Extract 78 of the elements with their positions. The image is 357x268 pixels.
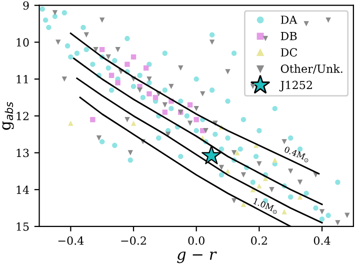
y-tick-label: 10: [16, 38, 29, 47]
point: [288, 168, 294, 174]
point: [128, 150, 133, 156]
y-tick-label: 15: [16, 222, 29, 231]
point: [115, 46, 120, 52]
point: [203, 128, 208, 134]
point: [90, 116, 96, 122]
point: [218, 164, 224, 170]
point: [62, 76, 67, 82]
point: [194, 116, 199, 122]
point: [344, 212, 350, 218]
point: [240, 172, 246, 178]
y-tick-label: 11: [16, 75, 28, 84]
point: [162, 102, 168, 108]
point: [130, 54, 136, 60]
point: [68, 120, 74, 126]
point: [269, 187, 274, 192]
point: [130, 120, 136, 126]
point: [100, 18, 105, 23]
point: [231, 150, 237, 156]
y-tick-label: 9: [23, 1, 29, 10]
point: [234, 150, 240, 156]
point: [187, 120, 193, 126]
y-tick-label: 12: [16, 112, 28, 120]
legend-label: DC: [280, 48, 298, 57]
point: [178, 65, 184, 71]
point: [231, 198, 237, 204]
y-tick-label: 14: [16, 186, 29, 194]
point: [56, 40, 61, 45]
point: [162, 110, 168, 115]
x-tick-label: 0.2: [251, 236, 267, 245]
x-tick-label: −0.2: [121, 236, 146, 245]
point: [52, 10, 58, 16]
point: [240, 202, 246, 207]
point: [200, 91, 206, 96]
point: [187, 102, 193, 108]
point: [319, 209, 325, 214]
legend-label: DB: [280, 32, 297, 40]
point: [282, 209, 287, 214]
point: [168, 84, 174, 90]
x-tick-label: 0.4: [314, 236, 330, 245]
point: [106, 54, 111, 60]
legend-label: Other/Unk.: [280, 64, 342, 74]
y-tick-label: 13: [16, 148, 29, 158]
point: [143, 65, 149, 71]
point: [146, 91, 152, 96]
annotation: 1.0M$_{⊙}$: [252, 198, 279, 214]
x-axis-title: g − r: [177, 252, 217, 264]
point: [96, 135, 102, 141]
y-axis-title: g$_{abs}$: [2, 102, 14, 130]
point: [124, 62, 130, 67]
point: [146, 76, 152, 82]
point: [225, 69, 230, 74]
x-tick-label: −0.4: [58, 236, 84, 245]
point: [335, 220, 340, 226]
point: [209, 40, 215, 45]
legend-label: J1252: [279, 80, 312, 92]
point: [250, 84, 256, 90]
point: [202, 145, 222, 164]
point: [115, 80, 120, 86]
point: [304, 21, 309, 26]
annotation: 0.4M$_{⊙}$: [283, 146, 310, 163]
point: [256, 183, 262, 189]
point: [326, 18, 331, 23]
point: [194, 106, 199, 112]
point: [262, 36, 268, 42]
legend-label: DA: [280, 16, 298, 24]
point: [108, 72, 114, 78]
point: [100, 46, 105, 52]
point: [152, 94, 158, 100]
point: [124, 116, 130, 122]
point: [297, 194, 303, 200]
point: [297, 180, 303, 185]
x-tick-label: 0.0: [188, 236, 204, 245]
point: [84, 32, 89, 38]
point: [137, 88, 142, 93]
point: [282, 139, 287, 144]
point: [256, 161, 262, 166]
